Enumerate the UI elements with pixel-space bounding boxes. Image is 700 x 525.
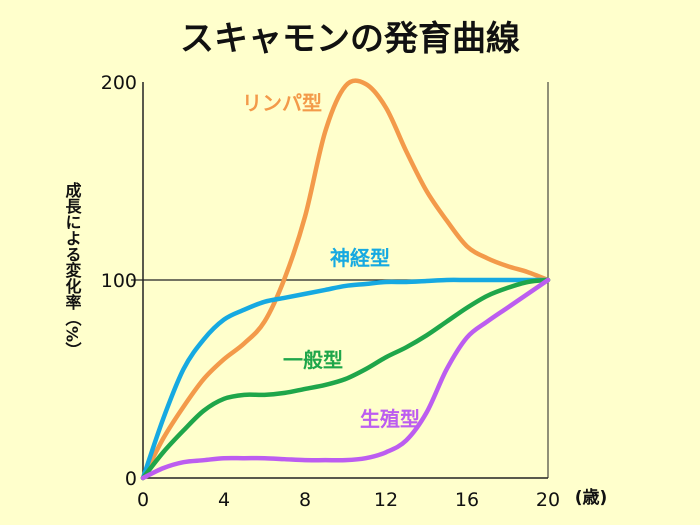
x-tick-label: 12 [374,489,398,511]
chart-title: スキャモンの発育曲線 [180,19,520,59]
x-tick-label: 20 [536,489,560,511]
x-tick-labels: 0 4 8 12 16 20 [137,489,560,511]
x-tick-label: 0 [137,489,149,511]
x-tick-label: 16 [455,489,479,511]
y-tick-label: 0 [125,468,137,490]
x-tick-label: 8 [299,489,311,511]
series-label: 神経型 [330,246,390,270]
series-line [140,78,551,481]
series-line [140,277,551,481]
y-tick-label: 200 [101,72,137,94]
series-lines [140,78,551,481]
y-axis-label: 成長による変化率（%） [63,181,82,358]
series-label: リンパ型 [242,91,322,115]
x-axis-unit: (歳) [575,487,608,508]
x-tick-label: 4 [218,489,230,511]
series-label: 一般型 [283,348,343,372]
series-line [140,277,551,481]
y-tick-label: 100 [101,270,137,292]
y-tick-labels: 0 100 200 [101,72,137,490]
series-label: 生殖型 [360,407,420,431]
series-line [140,277,551,481]
